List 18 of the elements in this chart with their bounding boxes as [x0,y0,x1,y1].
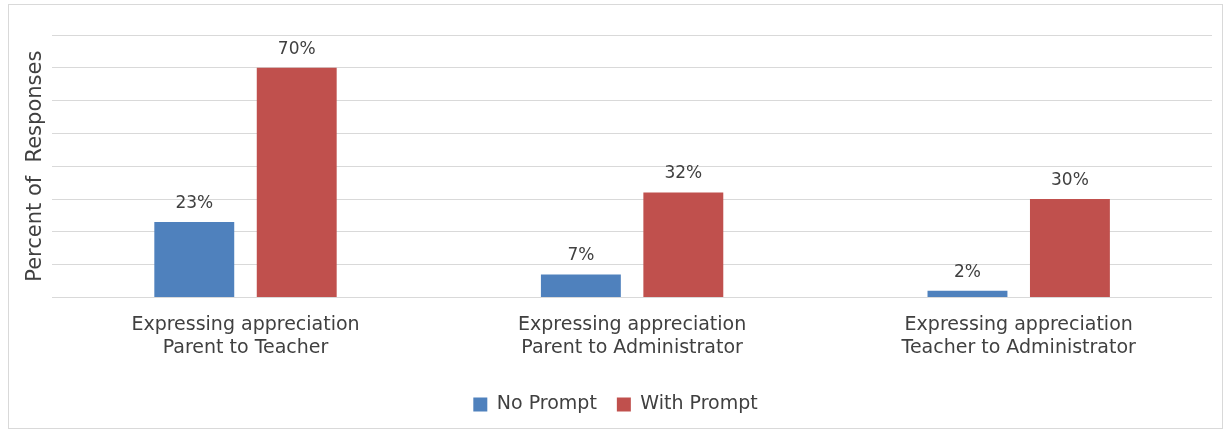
legend-label: With Prompt [640,391,758,414]
bar [643,192,724,297]
legend-label: No Prompt [496,391,597,414]
bar [1029,199,1110,297]
bar [927,290,1008,297]
data-label: 70% [277,37,316,58]
data-label: 30% [1051,168,1089,189]
bar [256,67,337,297]
data-label: 7% [567,244,595,265]
data-label: 23% [175,191,214,212]
x-tick-label: Expressing appreciation Parent to Administrator [517,311,747,357]
x-tick-label: Expressing appreciation Teacher to Administrator [900,311,1137,357]
y-axis-title: Percent of Responses [22,50,47,282]
bar [540,274,621,297]
data-label: 32% [664,162,703,183]
bar [154,221,235,297]
x-tick-label: Expressing appreciation Parent to Teacher [131,311,360,357]
data-label: 2% [953,260,981,281]
